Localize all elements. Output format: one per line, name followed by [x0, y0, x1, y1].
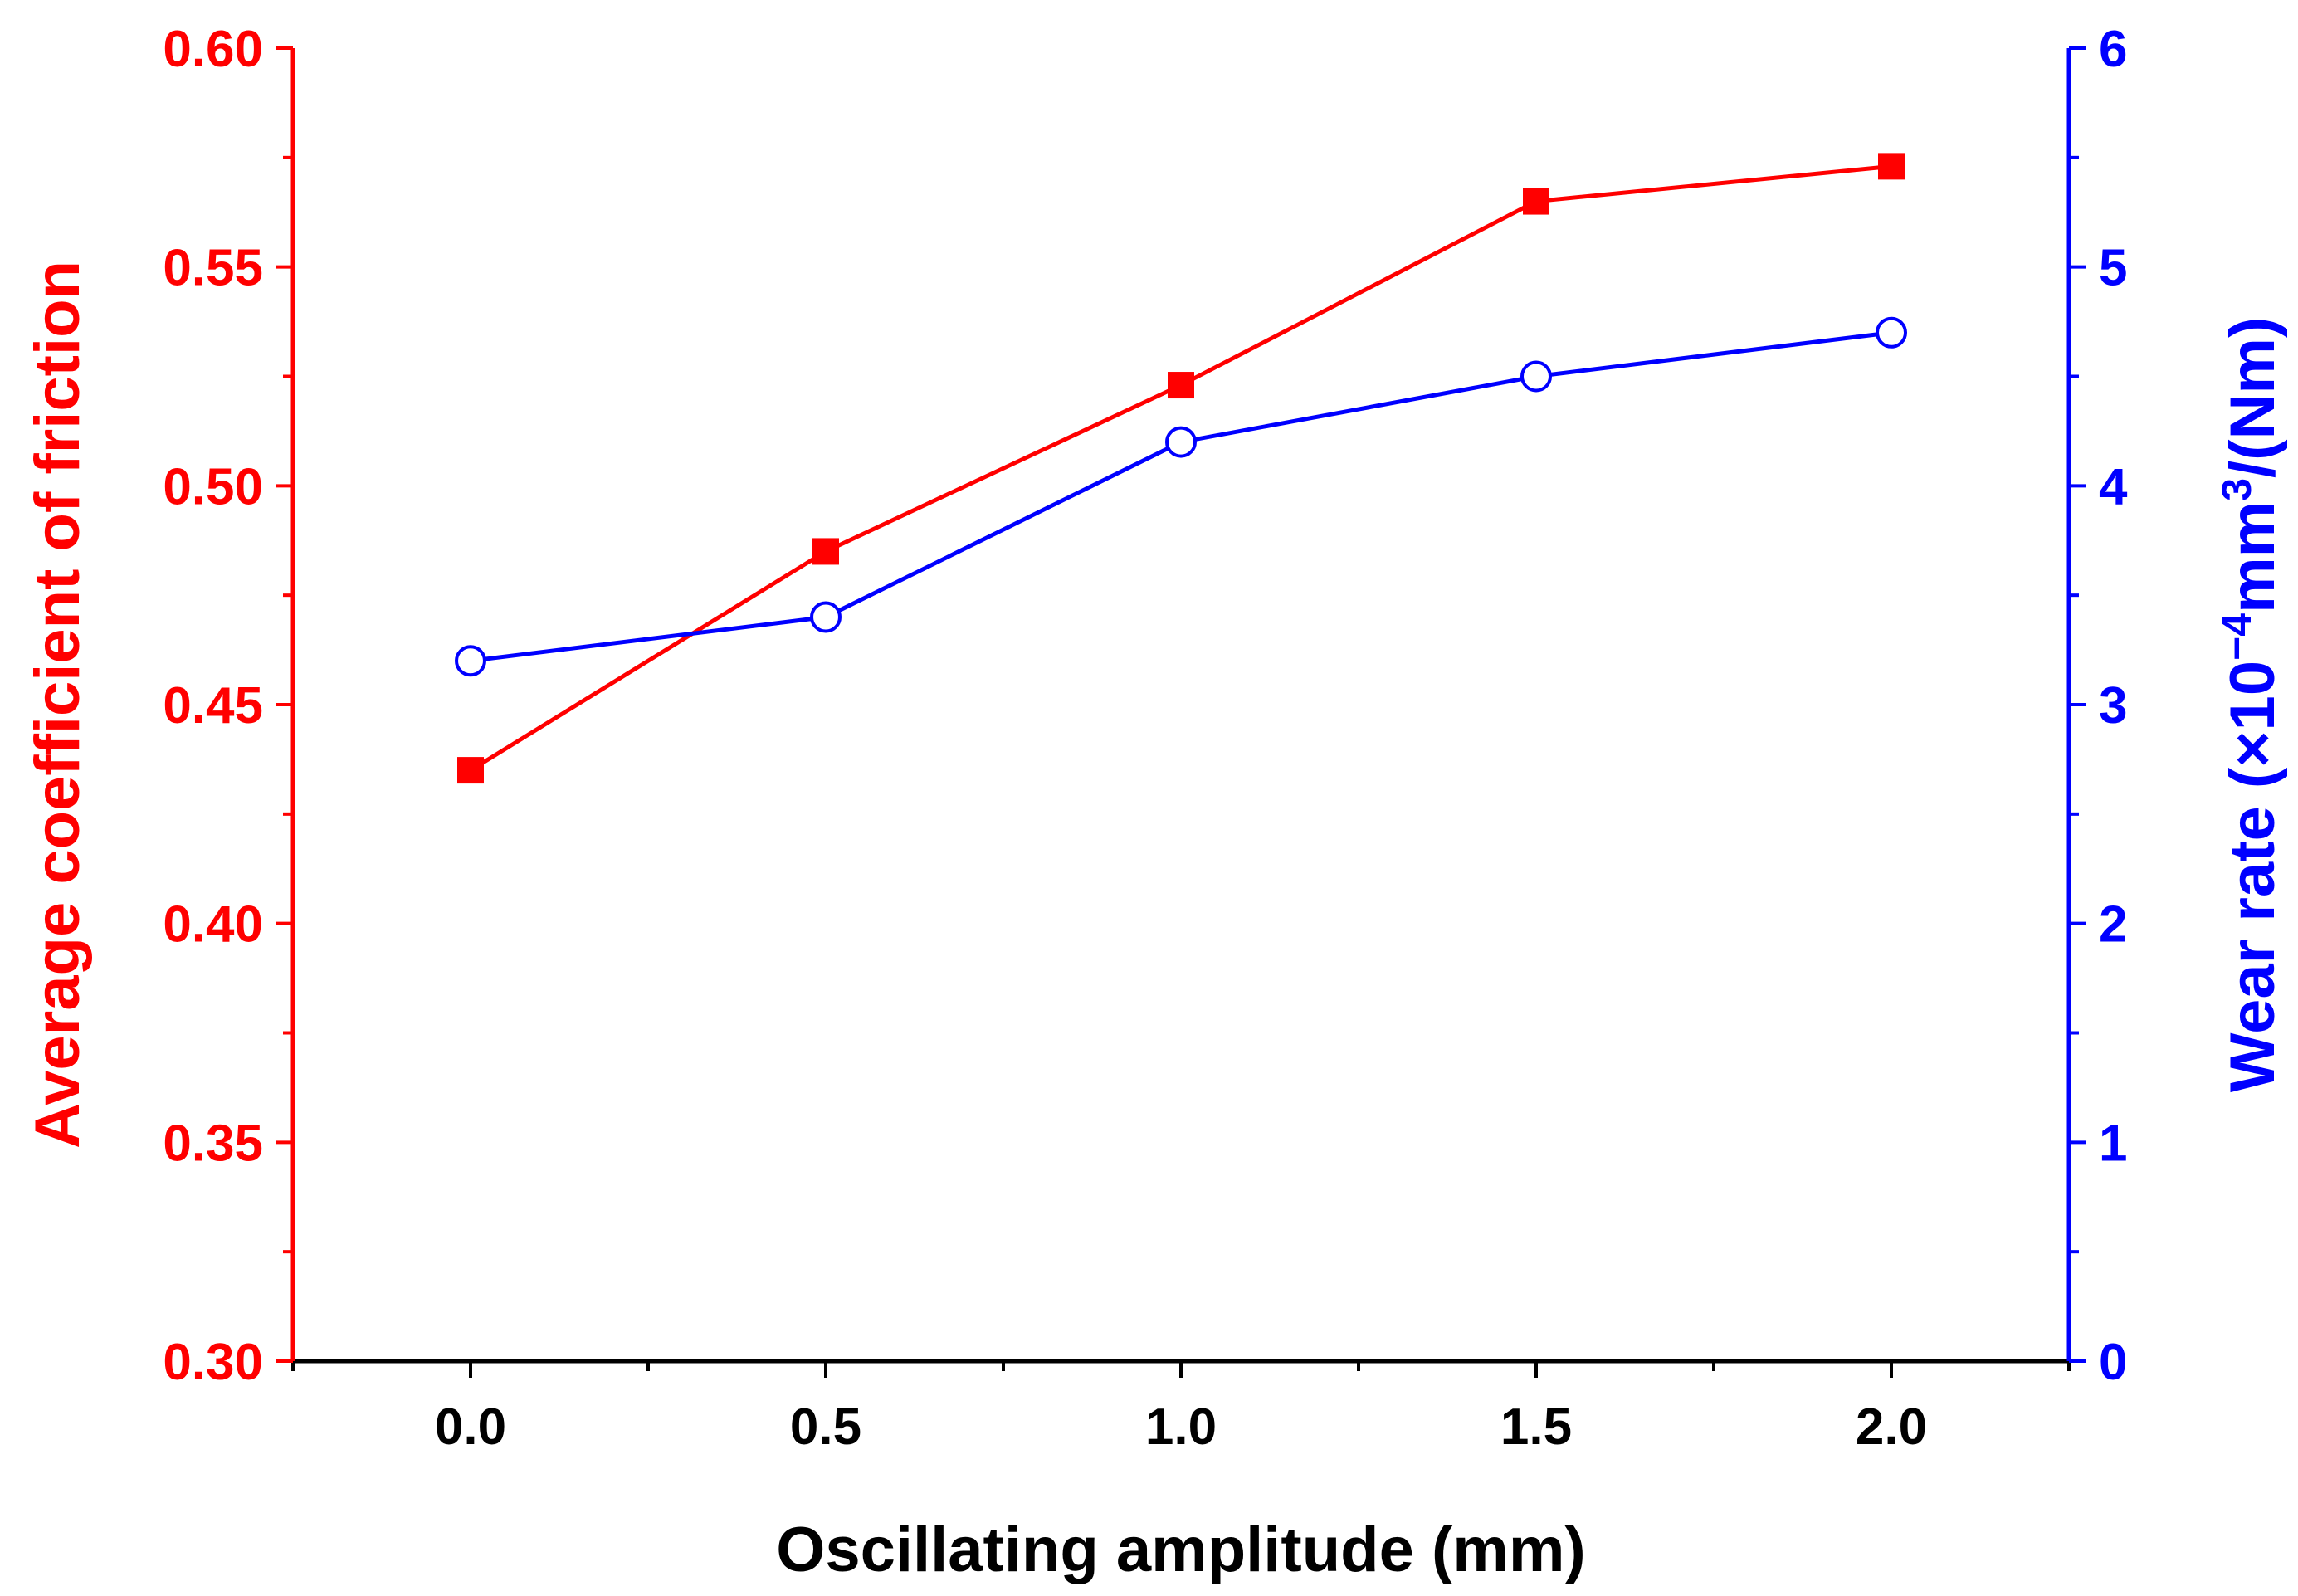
series-1-point: [1876, 316, 1907, 349]
right-y-axis-label-suffix: /(Nm): [2217, 317, 2288, 478]
right-y-tick-label: 4: [2099, 458, 2128, 515]
x-tick-label: 0.5: [790, 1398, 861, 1456]
series-0-line: [469, 164, 1892, 773]
x-tick-label: 0.0: [435, 1398, 506, 1456]
left-y-axis-label: Average coefficient of friction: [22, 261, 93, 1149]
right-y-axis-label-exp2: 3: [2213, 478, 2260, 501]
series-0-point: [1168, 372, 1194, 399]
series-1-point: [1520, 360, 1552, 393]
right-y-tick-label: 1: [2099, 1115, 2127, 1172]
right-y-tick-label: 2: [2099, 896, 2127, 954]
series-1-point: [455, 645, 486, 677]
series-0-point: [457, 757, 484, 784]
series-0-point: [1878, 153, 1905, 180]
left-y-tick-label: 0.35: [163, 1115, 263, 1172]
x-tick-label: 1.5: [1500, 1398, 1572, 1456]
series-0-point: [1523, 188, 1549, 215]
axes: [290, 48, 2071, 1364]
left-y-tick-label: 0.30: [163, 1334, 263, 1391]
x-axis-label: Oscillating amplitude (mm): [776, 1515, 1585, 1585]
left-y-tick-label: 0.40: [163, 896, 263, 954]
series-1-point: [1165, 426, 1197, 458]
series-0-point: [812, 538, 839, 565]
right-y-axis-label-exp1: −4: [2213, 613, 2260, 661]
right-y-axis-label-middle: mm: [2217, 501, 2288, 613]
left-y-tick-label: 0.60: [163, 21, 263, 78]
left-y-tick-label: 0.50: [163, 458, 263, 515]
left-y-tick-label: 0.45: [163, 677, 263, 735]
right-y-tick-label: 6: [2099, 21, 2127, 78]
series: [455, 153, 1907, 784]
right-y-tick-label: 3: [2099, 677, 2127, 735]
right-y-axis-label-prefix: Wear rate (×10: [2217, 661, 2288, 1092]
right-y-axis-label: Wear rate (×10−4mm3/(Nm): [2213, 317, 2288, 1093]
ticks: 0.0 0.5 1.0 1.5 2.0 0.30 0.35 0.40 0.45 0.50 0.55 0…: [163, 21, 2128, 1456]
x-tick-label: 2.0: [1856, 1398, 1927, 1456]
right-y-tick-label: 5: [2099, 240, 2127, 297]
left-y-tick-label: 0.55: [163, 240, 263, 297]
series-1-point: [810, 601, 842, 633]
right-y-tick-label: 0: [2099, 1334, 2127, 1391]
x-tick-label: 1.0: [1145, 1398, 1217, 1456]
